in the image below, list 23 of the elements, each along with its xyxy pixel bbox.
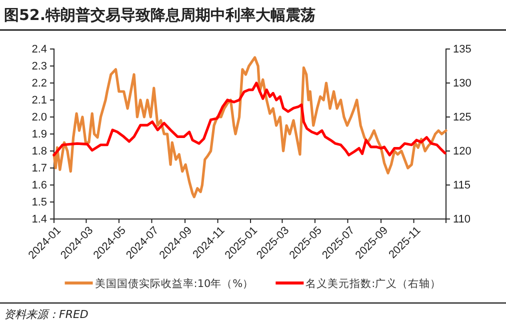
line-series xyxy=(52,56,448,198)
y-tick-label: 2.1 xyxy=(32,94,47,107)
y-tick-label: 2.0 xyxy=(32,112,47,124)
y-tick-label: 2.4 xyxy=(32,44,47,56)
chart-title: 图52.特朗普交易导致降息周期中利率大幅震荡 xyxy=(4,6,316,24)
y2-tick-label: 115 xyxy=(453,180,471,192)
y2-tick-label: 120 xyxy=(453,146,472,158)
y-tick-label: 2.2 xyxy=(32,78,47,90)
y-tick-label: 1.8 xyxy=(32,146,47,158)
text: 资料来源：FRED xyxy=(4,308,88,321)
y-tick-label: 1.6 xyxy=(32,180,47,192)
legend-label: 美国国债实际收益率:10年（%） xyxy=(94,277,254,290)
y2-tick-label: 130 xyxy=(453,78,472,90)
y-tick-label: 1.9 xyxy=(32,128,47,141)
line-series xyxy=(52,82,446,156)
y2-tick-label: 125 xyxy=(453,112,472,124)
y-tick-label: 2.3 xyxy=(32,60,47,73)
y2-tick-label: 110 xyxy=(453,214,471,226)
legend-label: 名义美元指数:广义（右轴） xyxy=(306,277,442,290)
y-tick-label: 1.5 xyxy=(32,196,47,209)
y2-tick-label: 135 xyxy=(453,44,472,56)
y-tick-label: 1.7 xyxy=(32,162,47,175)
y-tick-label: 1.4 xyxy=(32,214,47,226)
